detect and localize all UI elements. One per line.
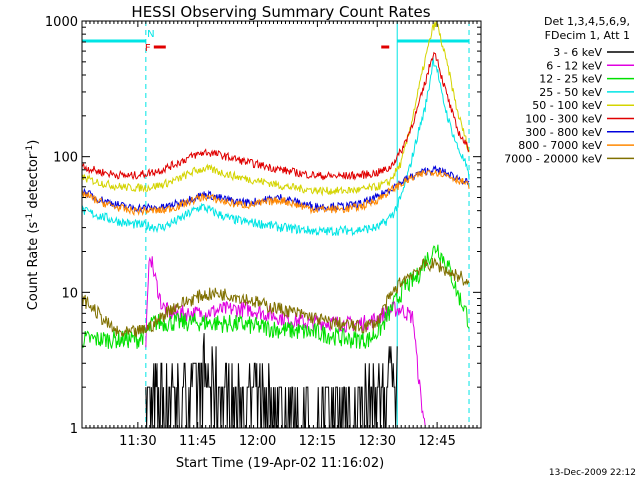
y-axis-label-main: Count Rate (s xyxy=(26,222,41,311)
x-tick-label-1: 11:45 xyxy=(179,434,216,449)
x-tick-label-4: 12:30 xyxy=(359,434,396,449)
legend-entry-1: 6 - 12 keV xyxy=(546,59,602,72)
legend-header-line-2: FDecim 1, Att 1 xyxy=(545,29,630,42)
legend-entry-5: 100 - 300 keV xyxy=(525,113,602,126)
x-axis: 11:30 11:45 12:00 12:15 12:30 12:45 xyxy=(85,21,478,449)
y-axis-label-mid: detector xyxy=(26,153,41,213)
series-line-8 xyxy=(81,257,470,338)
x-tick-label-5: 12:45 xyxy=(418,434,455,449)
x-tick-label-0: 11:30 xyxy=(119,434,156,449)
legend-entry-4: 50 - 100 keV xyxy=(532,99,602,112)
legend-entry-7: 800 - 7000 keV xyxy=(518,139,602,152)
night-flag-label: N xyxy=(147,29,154,40)
series-line-3 xyxy=(81,57,470,237)
saa-flag-bar-0 xyxy=(153,45,166,49)
legend-entry-6: 300 - 800 keV xyxy=(525,126,602,139)
saa-flag-bar-1 xyxy=(381,45,390,49)
legend-entry-2: 12 - 25 keV xyxy=(539,73,602,86)
series-line-7 xyxy=(81,169,470,217)
y-axis-label-end: ) xyxy=(26,140,41,145)
flare-flag-label: F xyxy=(145,43,151,54)
y-tick-label-1: 10 xyxy=(61,286,78,301)
chart-title: HESSI Observing Summary Count Rates xyxy=(131,3,430,21)
y-tick-label-0: 1 xyxy=(70,422,78,437)
legend-entry-3: 25 - 50 keV xyxy=(539,86,602,99)
series-line-5 xyxy=(81,51,470,181)
series-layer xyxy=(81,21,470,429)
y-tick-label-3: 1000 xyxy=(45,15,78,30)
x-tick-label-3: 12:15 xyxy=(299,434,336,449)
y-axis-label-sup1: -1 xyxy=(25,213,35,222)
legend-entry-0: 3 - 6 keV xyxy=(553,46,602,59)
y-axis-label: Count Rate (s-1 detector-1) xyxy=(25,140,41,311)
legend: Det 1,3,4,5,6,9, FDecim 1, Att 1 3 - 6 k… xyxy=(504,15,634,165)
x-axis-label: Start Time (19-Apr-02 11:16:02) xyxy=(176,456,384,471)
night-flag-bar-0 xyxy=(82,39,146,43)
y-axis-label-sup2: -1 xyxy=(25,145,35,154)
y-axis: 1 10 100 1000 xyxy=(45,15,481,437)
y-tick-label-2: 100 xyxy=(53,151,78,166)
night-flag-bar-1 xyxy=(397,39,470,43)
footer-timestamp: 13-Dec-2009 22:12 xyxy=(549,468,636,478)
legend-entry-8: 7000 - 20000 keV xyxy=(504,152,602,165)
x-tick-label-2: 12:00 xyxy=(239,434,276,449)
legend-header-line-1: Det 1,3,4,5,6,9, xyxy=(544,15,630,28)
series-line-4 xyxy=(81,21,470,197)
